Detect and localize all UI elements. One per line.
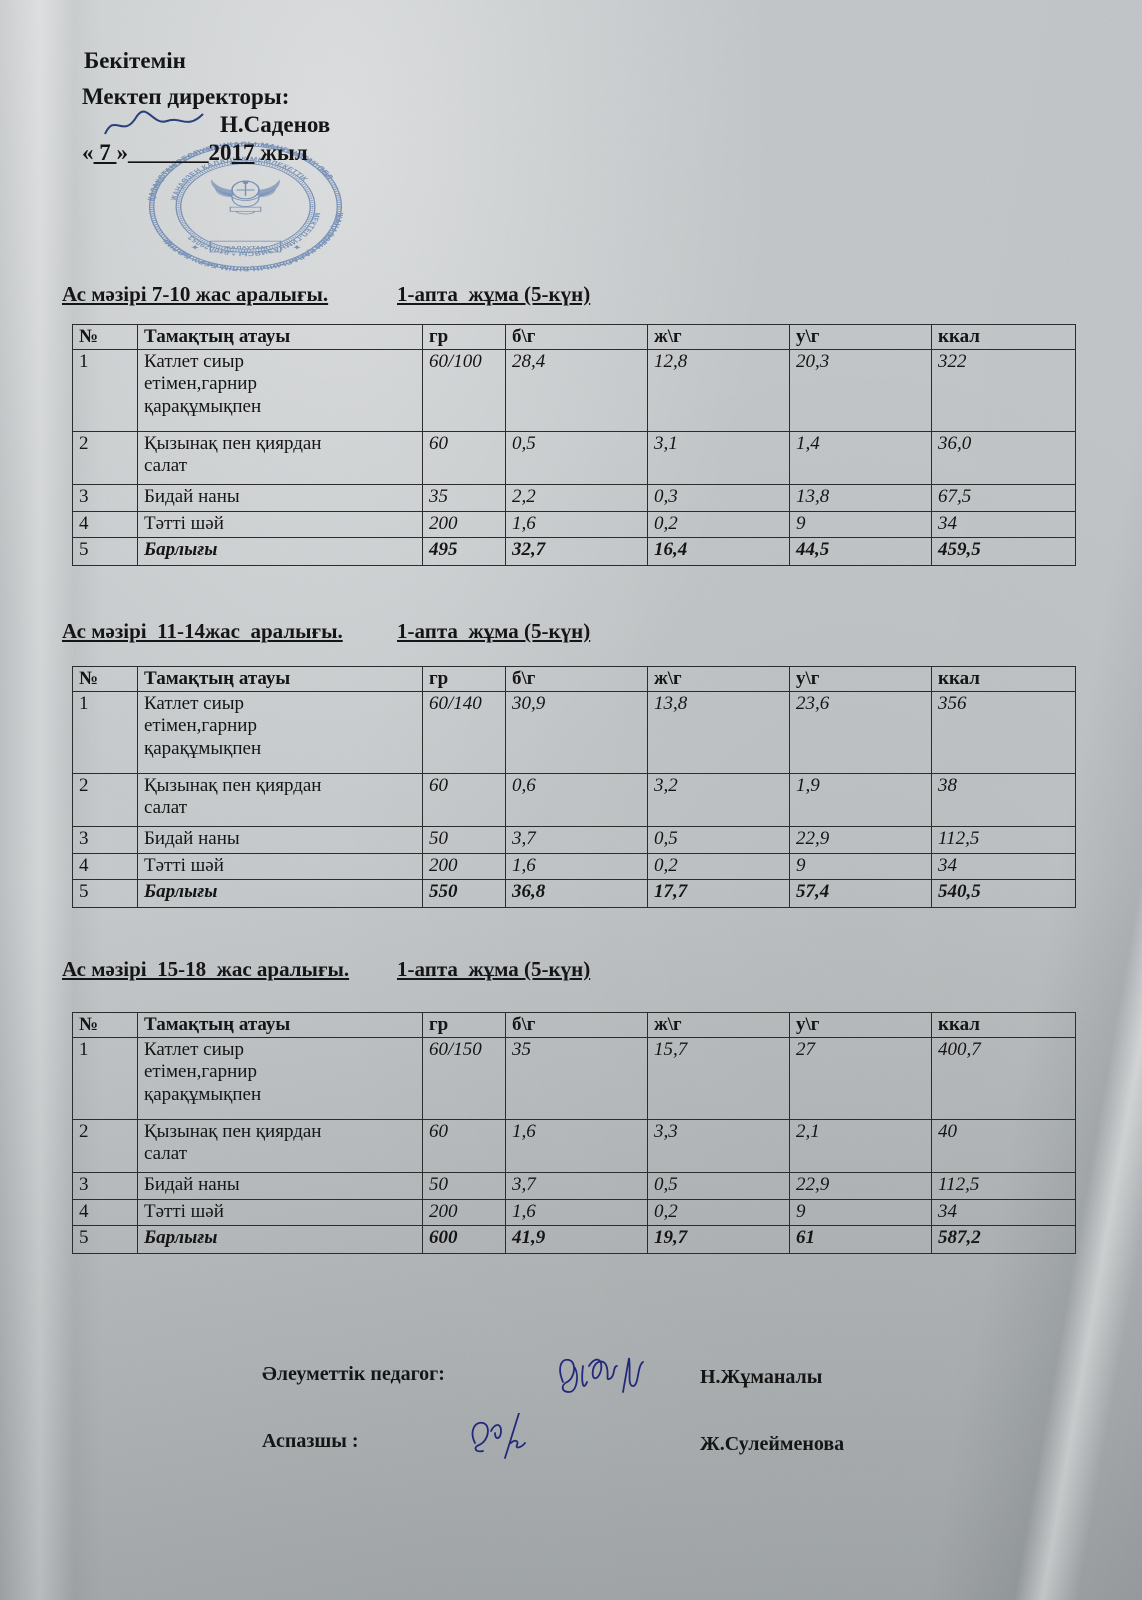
svg-text:ЖАЛАУТАМ: ЖАЛАУТАМ <box>223 245 267 250</box>
svg-text:✦: ✦ <box>190 244 199 253</box>
svg-text:МЕКТЕП-ГИМНАЗИЯСЫ * 010029053: МЕКТЕП-ГИМНАЗИЯСЫ * 010029053 <box>185 212 322 258</box>
svg-text:✦: ✦ <box>292 244 301 253</box>
